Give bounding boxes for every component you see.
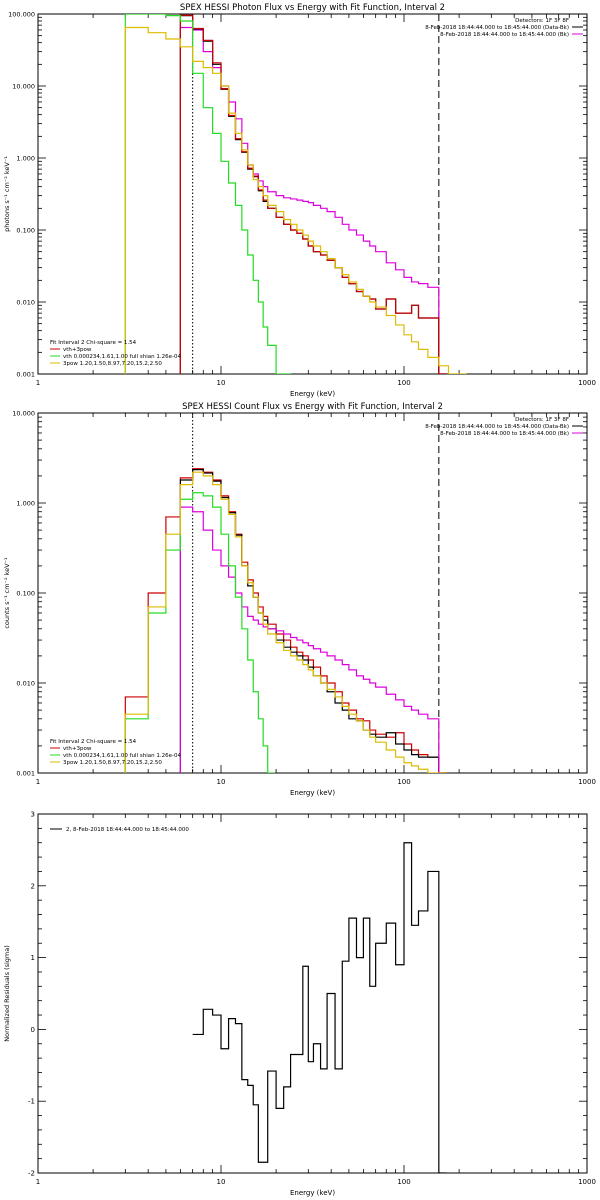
y-axis-label: Normalized Residuals (sigma) — [3, 945, 11, 1042]
chart-panel-1: SPEX HESSI Photon Flux vs Energy with Fi… — [3, 3, 596, 398]
legend-entry: 3pow 1.20,1.50,8.97,7.20,15.2,2.50 — [63, 361, 162, 367]
series-red — [179, 14, 447, 374]
y-tick-label: 1.000 — [16, 500, 35, 508]
y-tick-label: 2 — [31, 882, 35, 890]
y-tick-label: 3 — [31, 811, 35, 819]
x-tick-label: 1000 — [578, 379, 596, 387]
plot-frame — [37, 13, 588, 375]
plot-frame — [37, 412, 588, 774]
y-tick-label: 10.000 — [12, 410, 35, 418]
series-red — [124, 468, 447, 773]
series-black — [179, 15, 447, 374]
series-green — [124, 492, 276, 773]
x-tick-label: 1 — [36, 1178, 40, 1186]
x-axis-label: Energy (keV) — [290, 390, 335, 398]
y-tick-label: 0.010 — [16, 680, 35, 688]
x-tick-label: 1 — [36, 379, 40, 387]
y-tick-label: -2 — [28, 1170, 35, 1178]
legend-entry: vth+3pow — [63, 746, 92, 752]
chart-panel-2: SPEX HESSI Count Flux vs Energy with Fit… — [3, 402, 596, 797]
x-tick-label: 100 — [397, 379, 410, 387]
chart-title: SPEX HESSI Count Flux vs Energy with Fit… — [182, 402, 443, 412]
series-yellow — [124, 26, 467, 374]
x-axis-label: Energy (keV) — [290, 1189, 335, 1197]
series-magenta — [179, 26, 447, 374]
y-tick-label: 0.001 — [16, 770, 35, 778]
x-tick-label: 100 — [397, 1178, 410, 1186]
y-tick-label: 10.000 — [12, 83, 35, 91]
y-tick-label: 0 — [31, 1026, 35, 1034]
legend-entry: 2, 8-Feb-2018 18:44:44.000 to 18:45:44.0… — [66, 827, 189, 833]
series-magenta — [179, 506, 447, 773]
legend-entry: 8-Feb-2018 18:44:44.000 to 18:45:44.000 … — [440, 32, 569, 38]
legend-entry: 8-Feb-2018 18:44:44.000 to 18:45:44.000 … — [440, 431, 569, 437]
x-tick-label: 10 — [217, 379, 226, 387]
y-axis-label: photons s⁻¹ cm⁻² keV⁻¹ — [3, 156, 11, 232]
series-green — [124, 14, 292, 374]
x-tick-label: 1000 — [578, 778, 596, 786]
series-black — [179, 469, 447, 773]
series-yellow — [124, 471, 447, 773]
y-tick-label: -1 — [28, 1098, 35, 1106]
x-tick-label: 10 — [217, 1178, 226, 1186]
legend-entry: vth 0.000234,1.61,1.00 full shian 1.26e-… — [63, 753, 181, 759]
y-tick-label: 0.010 — [16, 299, 35, 307]
legend-entry: 8-Feb-2018 18:44:44.000 to 18:45:44.000 … — [425, 424, 569, 430]
y-axis-label: counts s⁻¹ cm⁻² keV⁻¹ — [3, 557, 11, 629]
series-black — [192, 842, 447, 1173]
chart-title: SPEX HESSI Photon Flux vs Energy with Fi… — [180, 3, 445, 13]
y-tick-label: 1.000 — [16, 155, 35, 163]
legend-entry: 3pow 1.20,1.50,8.97,7.20,15.2,2.50 — [63, 760, 162, 766]
x-tick-label: 10 — [217, 778, 226, 786]
y-tick-label: 1 — [31, 954, 35, 962]
y-tick-label: 0.001 — [16, 371, 35, 379]
legend-entry: vth 0.000234,1.61,1.00 full shian 1.26e-… — [63, 354, 181, 360]
y-tick-label: 100.000 — [8, 11, 35, 19]
chart-panel-3: 1 10 100 1000 -2 -1 0 1 2 3 Energy (keV) Normalized… — [3, 811, 596, 1198]
legend-entry: 8-Feb-2018 18:44:44.000 to 18:45:44.000 … — [425, 25, 569, 31]
x-tick-label: 1 — [36, 778, 40, 786]
legend-entry: vth+3pow — [63, 347, 92, 353]
legend-entry: Detectors: 1F 3F 8F — [515, 18, 569, 24]
y-tick-label: 0.100 — [16, 590, 35, 598]
legend-entry: Detectors: 1F 3F 8F — [515, 417, 569, 423]
y-tick-label: 0.100 — [16, 227, 35, 235]
plot-frame — [37, 813, 588, 1174]
x-axis-label: Energy (keV) — [290, 789, 335, 797]
legend-entry: Fit Interval 2 Chi-square = 1.54 — [50, 340, 137, 346]
legend-entry: Fit Interval 2 Chi-square = 1.54 — [50, 739, 137, 745]
x-tick-label: 1000 — [578, 1178, 596, 1186]
x-tick-label: 100 — [397, 778, 410, 786]
